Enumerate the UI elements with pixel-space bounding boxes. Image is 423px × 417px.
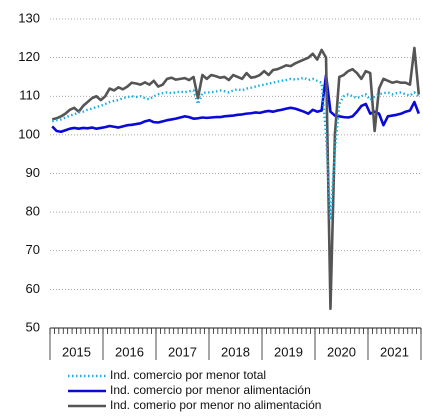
x-group-label: 2020: [327, 344, 356, 359]
y-tick-label: 130: [18, 10, 40, 25]
series-line: [51, 46, 421, 310]
x-group-label: 2018: [221, 344, 250, 359]
legend-label: Ind. comerio por menor no alimentación: [110, 398, 321, 412]
legend-label: Ind. comercio por menor total: [110, 368, 266, 382]
x-group-label: 2016: [115, 344, 144, 359]
y-tick-label: 70: [26, 242, 40, 257]
x-group-label: 2017: [168, 344, 197, 359]
x-group-label: 2019: [274, 344, 303, 359]
y-tick-label: 110: [19, 88, 40, 103]
y-tick-label: 60: [26, 281, 40, 296]
y-tick-label: 90: [26, 165, 40, 180]
x-group-label: 2015: [62, 344, 91, 359]
x-group-label: 2021: [380, 344, 409, 359]
legend-label: Ind. comercio por menor alimentación: [110, 383, 311, 397]
y-tick-label: 120: [18, 49, 40, 64]
series-line: [51, 76, 420, 222]
y-tick-label: 50: [26, 319, 40, 334]
series-line: [51, 73, 421, 134]
y-tick-label: 80: [26, 204, 40, 219]
y-tick-label: 100: [18, 126, 40, 141]
